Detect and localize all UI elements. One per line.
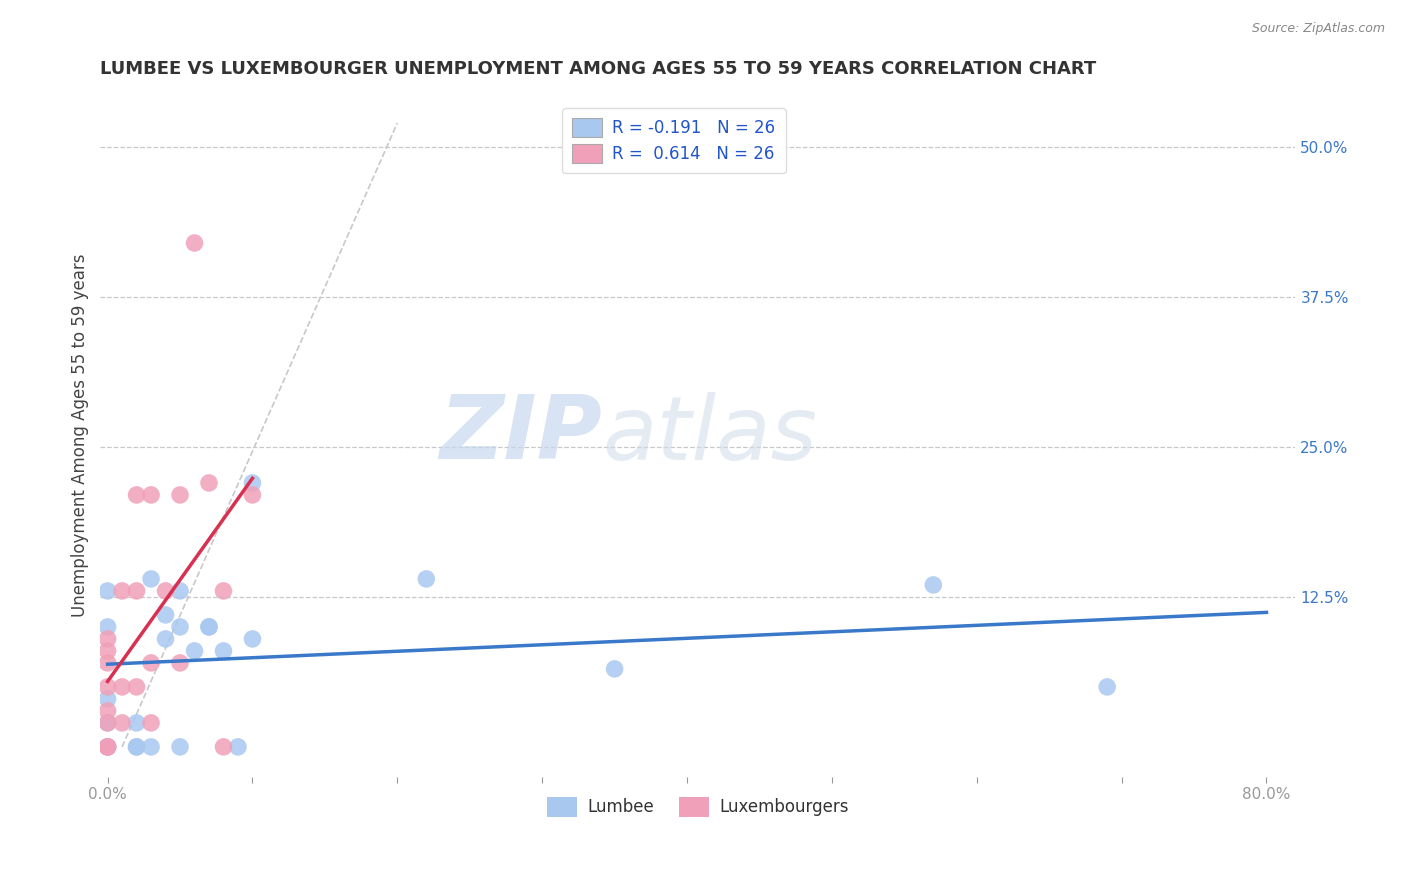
Point — [183, 644, 205, 658]
Point — [169, 488, 191, 502]
Point — [169, 656, 191, 670]
Point — [97, 739, 120, 754]
Point — [212, 583, 235, 598]
Point — [111, 583, 134, 598]
Text: atlas: atlas — [602, 392, 817, 478]
Point — [97, 656, 120, 670]
Point — [1095, 680, 1118, 694]
Point — [242, 475, 264, 490]
Point — [139, 488, 162, 502]
Point — [226, 739, 249, 754]
Point — [139, 656, 162, 670]
Point — [198, 620, 221, 634]
Point — [198, 620, 221, 634]
Y-axis label: Unemployment Among Ages 55 to 59 years: Unemployment Among Ages 55 to 59 years — [72, 253, 89, 616]
Point — [242, 488, 264, 502]
Point — [155, 607, 177, 622]
Point — [97, 739, 120, 754]
Point — [125, 739, 148, 754]
Point — [97, 739, 120, 754]
Legend: Lumbee, Luxembourgers: Lumbee, Luxembourgers — [541, 790, 855, 823]
Point — [97, 715, 120, 730]
Point — [415, 572, 437, 586]
Point — [183, 235, 205, 250]
Point — [97, 739, 120, 754]
Text: LUMBEE VS LUXEMBOURGER UNEMPLOYMENT AMONG AGES 55 TO 59 YEARS CORRELATION CHART: LUMBEE VS LUXEMBOURGER UNEMPLOYMENT AMON… — [100, 60, 1097, 78]
Point — [125, 739, 148, 754]
Point — [603, 662, 626, 676]
Point — [111, 680, 134, 694]
Point — [125, 583, 148, 598]
Point — [169, 583, 191, 598]
Point — [198, 475, 221, 490]
Point — [97, 644, 120, 658]
Point — [97, 680, 120, 694]
Point — [97, 632, 120, 646]
Point — [155, 583, 177, 598]
Text: ZIP: ZIP — [440, 392, 602, 478]
Point — [97, 583, 120, 598]
Point — [97, 715, 120, 730]
Point — [125, 680, 148, 694]
Point — [97, 620, 120, 634]
Point — [242, 632, 264, 646]
Point — [125, 488, 148, 502]
Point — [139, 715, 162, 730]
Point — [169, 620, 191, 634]
Point — [125, 715, 148, 730]
Point — [212, 739, 235, 754]
Point — [139, 739, 162, 754]
Point — [111, 715, 134, 730]
Point — [169, 739, 191, 754]
Point — [922, 578, 945, 592]
Point — [97, 692, 120, 706]
Point — [139, 572, 162, 586]
Point — [212, 644, 235, 658]
Point — [155, 632, 177, 646]
Text: Source: ZipAtlas.com: Source: ZipAtlas.com — [1251, 22, 1385, 36]
Point — [97, 704, 120, 718]
